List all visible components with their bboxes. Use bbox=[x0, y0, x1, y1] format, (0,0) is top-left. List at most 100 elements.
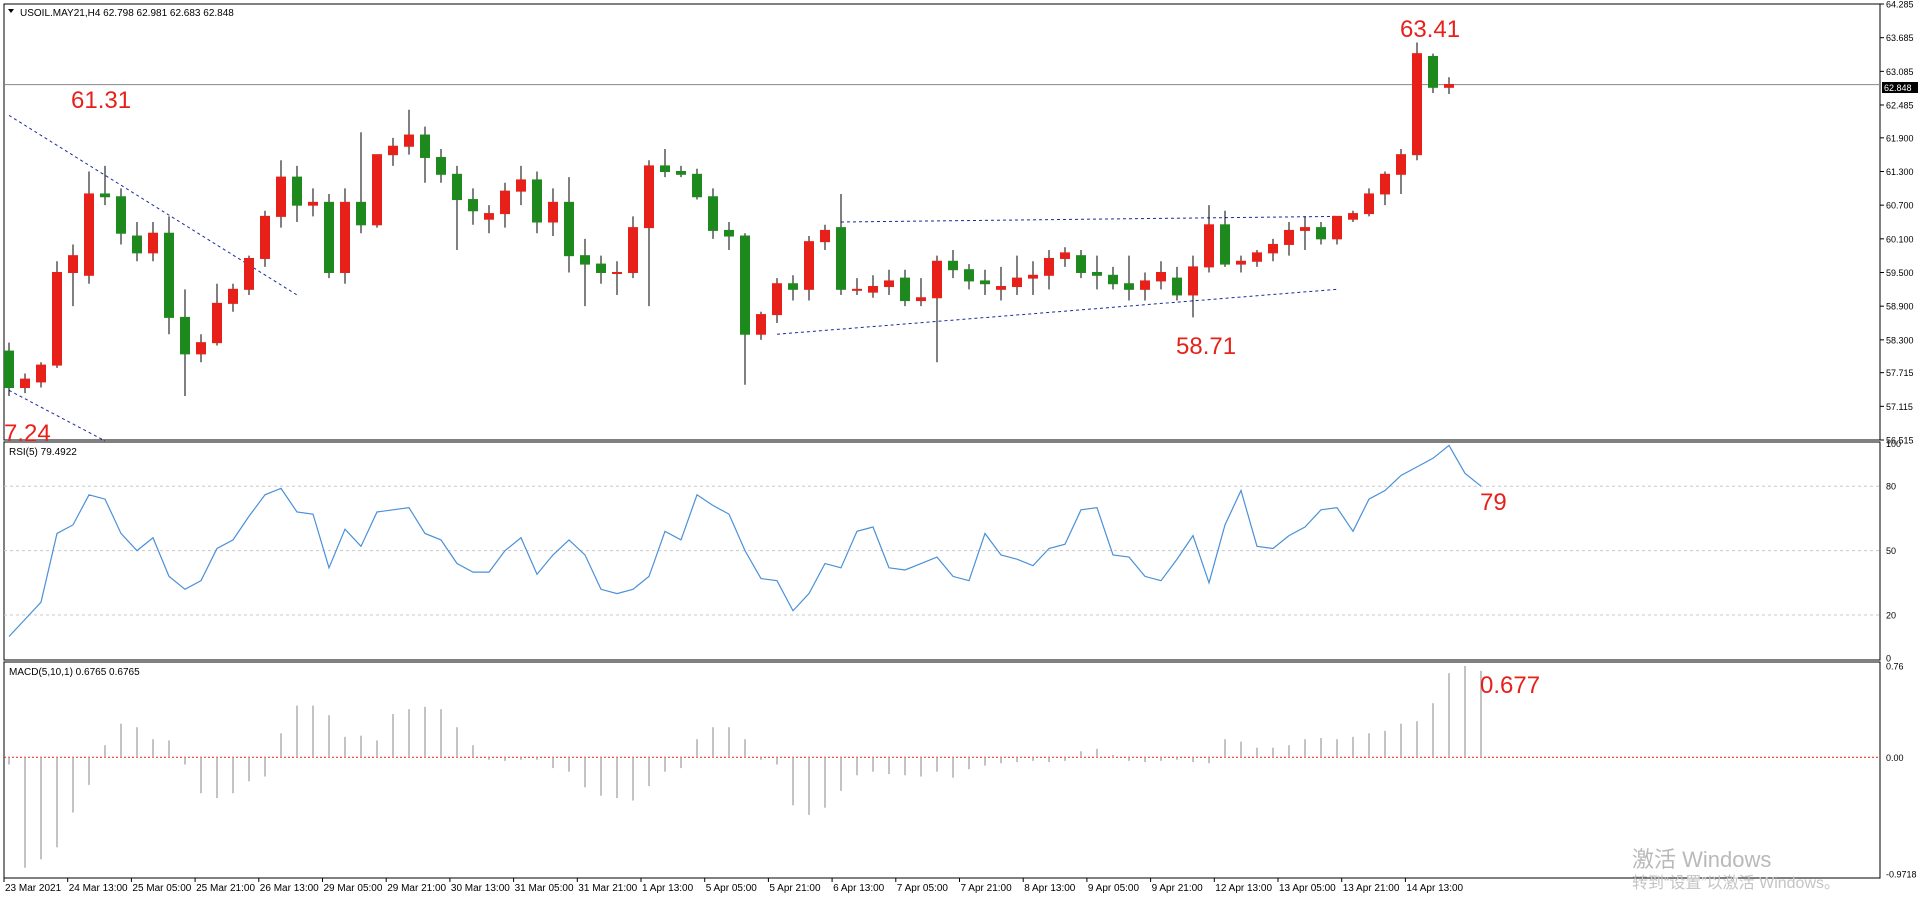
candle-body bbox=[820, 229, 830, 243]
candle-body bbox=[276, 176, 286, 217]
time-tick-label: 25 Mar 21:00 bbox=[196, 883, 255, 894]
time-tick-label: 26 Mar 13:00 bbox=[260, 883, 319, 894]
time-tick-label: 5 Apr 05:00 bbox=[706, 883, 758, 894]
candle-body bbox=[436, 156, 446, 175]
time-tick-label: 8 Apr 13:00 bbox=[1024, 883, 1076, 894]
candle-body bbox=[852, 288, 862, 291]
price-tick-label: 57.115 bbox=[1886, 402, 1913, 412]
price-tick-label: 61.300 bbox=[1886, 167, 1914, 177]
candle-body bbox=[1124, 283, 1134, 290]
candle-body bbox=[1332, 215, 1342, 240]
macd-tick-label: 0.76 bbox=[1886, 662, 1904, 672]
candle-body bbox=[1252, 252, 1262, 262]
annotation-7-24: 7.24 bbox=[4, 420, 51, 447]
candle-body bbox=[148, 232, 158, 254]
rsi-tick-label: 0 bbox=[1886, 654, 1891, 664]
candle-body bbox=[1220, 224, 1230, 265]
candle-body bbox=[1444, 84, 1454, 88]
candle-body bbox=[1172, 277, 1182, 296]
candle-body bbox=[676, 170, 686, 175]
candle-body bbox=[900, 277, 910, 302]
macd-tick-label: -0.9718 bbox=[1886, 870, 1917, 880]
time-tick-label: 31 Mar 05:00 bbox=[515, 883, 574, 894]
candle-body bbox=[1268, 243, 1278, 254]
price-tick-label: 57.715 bbox=[1886, 368, 1914, 378]
rsi-panel-content bbox=[4, 444, 1880, 637]
watermark-line1: 激活 Windows bbox=[1632, 847, 1771, 872]
price-tick-label: 62.485 bbox=[1886, 101, 1914, 111]
candle-body bbox=[612, 272, 622, 275]
candle-body bbox=[564, 201, 574, 257]
candle-body bbox=[404, 134, 414, 147]
candle-body bbox=[1428, 55, 1438, 88]
time-axis: 23 Mar 2021 24 Mar 13:00 25 Mar 05:00 25 Ma… bbox=[3, 878, 1464, 894]
candle-body bbox=[1412, 53, 1422, 156]
time-tick-label: 31 Mar 21:00 bbox=[578, 883, 637, 894]
candle-body bbox=[804, 241, 814, 290]
time-tick-label: 5 Apr 21:00 bbox=[769, 883, 821, 894]
rsi-tick-label: 80 bbox=[1886, 482, 1896, 492]
candle-body bbox=[1108, 274, 1118, 285]
candle-body bbox=[452, 173, 462, 201]
candle-body bbox=[132, 235, 142, 254]
time-tick-label: 23 Mar 2021 bbox=[5, 883, 62, 894]
candle-body bbox=[308, 201, 318, 206]
macd-tick-label: 0.00 bbox=[1886, 753, 1904, 763]
candle-body bbox=[1204, 224, 1214, 268]
candle-body bbox=[1188, 266, 1198, 296]
candle-body bbox=[372, 154, 382, 226]
current-price-badge bbox=[1882, 82, 1918, 93]
candle-body bbox=[244, 257, 254, 290]
candle-body bbox=[420, 134, 430, 158]
candle-body bbox=[4, 350, 14, 389]
main-panel-content bbox=[4, 42, 1880, 442]
price-tick-label: 61.900 bbox=[1886, 133, 1914, 143]
candle-body bbox=[20, 378, 30, 389]
candle-body bbox=[260, 215, 270, 259]
candle-body bbox=[356, 201, 366, 226]
candle-body bbox=[1348, 213, 1358, 220]
candle-body bbox=[212, 302, 222, 344]
candle-body bbox=[548, 201, 558, 223]
candle-body bbox=[84, 193, 94, 276]
candle-body bbox=[628, 227, 638, 274]
time-tick-label: 6 Apr 13:00 bbox=[833, 883, 885, 894]
time-tick-label: 9 Apr 21:00 bbox=[1152, 883, 1204, 894]
time-tick-label: 7 Apr 05:00 bbox=[897, 883, 949, 894]
time-tick-label: 13 Apr 21:00 bbox=[1343, 883, 1400, 894]
current-price-label: 62.848 bbox=[1884, 83, 1912, 93]
candle-body bbox=[660, 165, 670, 172]
time-tick-label: 7 Apr 21:00 bbox=[961, 883, 1013, 894]
candle-body bbox=[484, 213, 494, 220]
macd-panel-content bbox=[4, 666, 1880, 868]
candle-body bbox=[1028, 274, 1038, 279]
candle-body bbox=[756, 314, 766, 335]
candle-body bbox=[36, 364, 46, 383]
price-tick-label: 56.515 bbox=[1886, 436, 1914, 446]
price-tick-label: 58.300 bbox=[1886, 335, 1914, 345]
collapse-triangle-icon[interactable] bbox=[8, 9, 14, 13]
candle-body bbox=[740, 235, 750, 335]
candle-body bbox=[1316, 227, 1326, 240]
main-panel-frame bbox=[3, 3, 1881, 441]
price-tick-label: 64.285 bbox=[1886, 0, 1914, 10]
candle-body bbox=[884, 280, 894, 288]
candle-body bbox=[1300, 227, 1310, 231]
time-tick-label: 13 Apr 05:00 bbox=[1279, 883, 1336, 894]
candle-body bbox=[596, 263, 606, 274]
candle-body bbox=[100, 193, 110, 198]
candle-body bbox=[180, 316, 190, 355]
trendline-3 bbox=[840, 215, 1338, 223]
time-tick-label: 1 Apr 13:00 bbox=[642, 883, 694, 894]
price-tick-label: 59.500 bbox=[1886, 268, 1914, 278]
macd-panel-frame bbox=[3, 661, 1881, 879]
annotation-61-31: 61.31 bbox=[71, 87, 131, 114]
candle-body bbox=[692, 173, 702, 198]
candle-body bbox=[516, 179, 526, 192]
candle-body bbox=[948, 260, 958, 271]
candle-body bbox=[1364, 193, 1374, 215]
candle-body bbox=[1156, 272, 1166, 282]
candle-body bbox=[468, 199, 478, 212]
trendline-2 bbox=[776, 288, 1338, 335]
